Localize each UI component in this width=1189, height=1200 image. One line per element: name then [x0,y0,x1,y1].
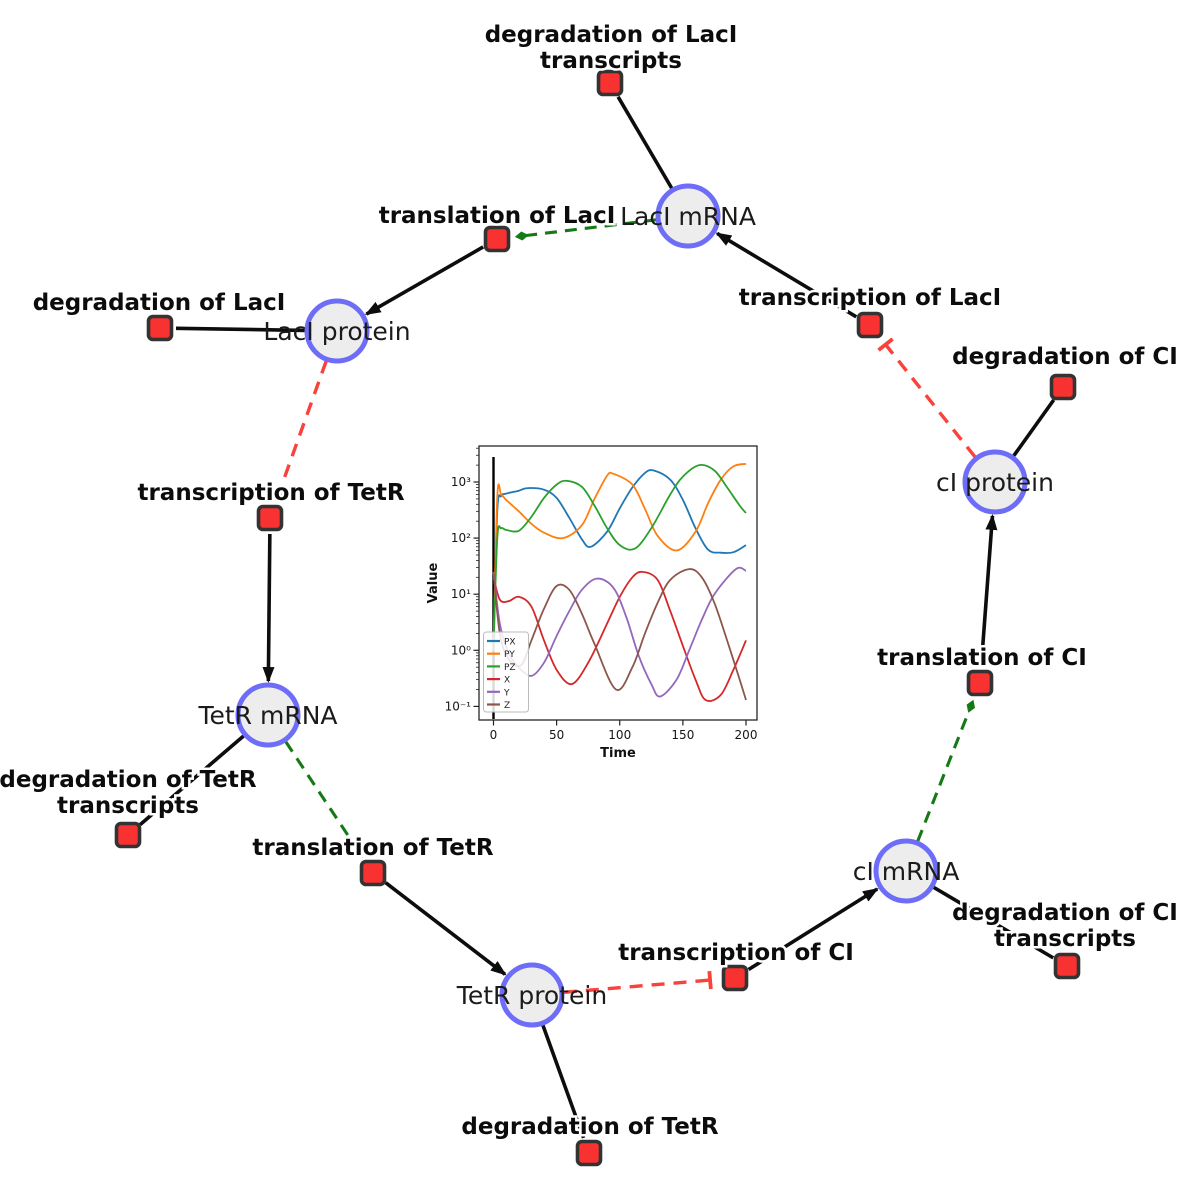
y-tick-10⁰: 10⁰ [451,643,471,657]
edge-ci_protein-deg_ci [1012,398,1056,458]
legend-entry-PX: PX [504,638,516,648]
inset-axes-box [478,445,758,721]
species-label-laci_protein: LacI protein [263,317,410,346]
series-X [492,570,747,702]
species-label-tetr_protein: TetR protein [456,981,607,1010]
reaction-label-deg_laci: degradation of LacI [33,290,286,316]
reaction-label-deg_laci_tx: degradation of LacI transcripts [485,22,738,74]
x-tick-100: 100 [608,728,631,742]
edge-ci_mrna-deg_ci_tx [932,885,1055,960]
reaction-label-deg_tetr_tx: degradation of TetR transcripts [0,767,257,819]
reaction-node-txn_laci[interactable] [856,311,884,339]
chart-legend: PX PY PZ XYZ [483,631,529,713]
edge-tetr_protein-txn_ci [563,970,713,995]
edge-txn_tetr-tetr_mrna [262,533,275,684]
y-tick-10³: 10³ [451,475,471,489]
reaction-label-deg_ci_tx: degradation of CI transcripts [952,900,1178,952]
x-tick-200: 200 [735,728,758,742]
reaction-label-trans_ci: translation of CI [877,645,1087,671]
species-label-ci_mrna: cI mRNA [853,857,960,886]
edge-trans_ci-ci_protein [979,513,998,668]
reaction-node-txn_tetr[interactable] [256,504,284,532]
edge-tetr_protein-deg_tetr [541,1024,586,1139]
reaction-label-deg_ci: degradation of CI [952,344,1178,370]
edge-laci_mrna-trans_laci [514,218,657,241]
edge-laci_protein-txn_tetr [269,360,328,500]
species-node-laci_mrna[interactable] [655,183,721,249]
legend-entry-Z: Z [504,701,510,711]
x-tick-0: 0 [490,728,498,742]
x-axis-label: Time [600,746,636,761]
reaction-label-trans_tetr: translation of TetR [252,835,493,861]
reaction-node-deg_ci[interactable] [1049,373,1077,401]
species-node-tetr_protein[interactable] [499,962,565,1028]
y-tick-10⁻¹: 10⁻¹ [445,699,472,713]
series-PY [492,463,747,651]
y-tick-10²: 10² [451,531,471,545]
x-tick-150: 150 [671,728,694,742]
reaction-node-deg_ci_tx[interactable] [1053,952,1081,980]
edge-deg_laci-laci_protein [175,326,306,333]
reaction-node-trans_tetr[interactable] [359,859,387,887]
reaction-node-trans_ci[interactable] [966,669,994,697]
species-label-laci_mrna: LacI mRNA [620,202,756,231]
reaction-label-txn_laci: transcription of LacI [739,285,1002,311]
species-node-laci_protein[interactable] [304,298,370,364]
reaction-label-txn_tetr: transcription of TetR [137,480,404,506]
series-PX [492,469,747,651]
species-node-tetr_mrna[interactable] [235,682,301,748]
legend-entry-PZ: PZ [504,663,516,673]
legend-entry-PY: PY [504,650,515,660]
edge-txn_laci-laci_mrna [715,231,858,319]
legend-entry-Y: Y [503,688,510,698]
species-node-ci_mrna[interactable] [873,838,939,904]
species-node-ci_protein[interactable] [962,449,1028,515]
edge-ci_protein-txn_laci [877,337,977,459]
reaction-node-deg_laci[interactable] [146,314,174,342]
y-axis-label: Value [426,562,441,603]
reaction-node-deg_tetr[interactable] [575,1139,603,1167]
edge-txn_ci-ci_mrna [747,887,879,972]
species-label-ci_protein: cI protein [936,468,1054,497]
edge-tetr_mrna-trans_tetr [284,740,364,859]
reaction-label-deg_tetr: degradation of TetR [461,1114,718,1140]
legend-entry-X: X [504,676,510,686]
reaction-label-trans_laci: translation of LacI [379,203,616,229]
reaction-node-txn_ci[interactable] [721,964,749,992]
edge-ci_mrna-trans_ci [916,699,976,842]
species-label-tetr_mrna: TetR mRNA [197,701,337,730]
edge-deg_laci_tx-laci_mrna [616,95,674,190]
x-tick-50: 50 [549,728,564,742]
y-tick-10¹: 10¹ [451,587,471,601]
edge-trans_laci-laci_protein [364,245,485,316]
series-PZ [492,463,747,651]
edge-tetr_mrna-deg_tetr_tx [138,734,245,826]
reaction-node-deg_tetr_tx[interactable] [114,821,142,849]
reaction-node-trans_laci[interactable] [483,225,511,253]
reaction-label-txn_ci: transcription of CI [618,940,854,966]
edge-trans_tetr-tetr_protein [384,881,507,976]
reaction-node-deg_laci_tx[interactable] [596,69,624,97]
